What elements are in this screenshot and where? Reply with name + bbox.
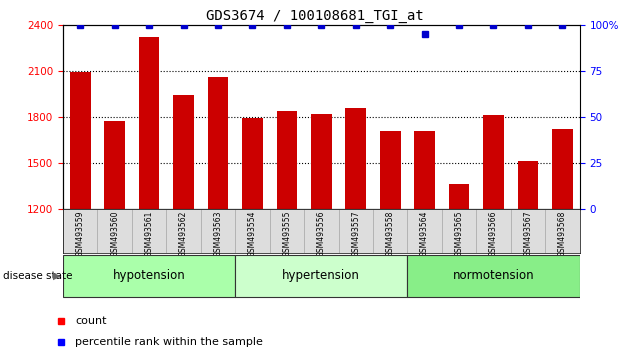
Bar [105, 121, 125, 354]
Text: GSM493565: GSM493565 [455, 210, 464, 257]
Bar [304, 209, 338, 253]
Text: GSM493562: GSM493562 [179, 210, 188, 257]
Text: hypertension: hypertension [282, 269, 360, 282]
Text: GSM493561: GSM493561 [145, 210, 154, 257]
Text: GSM493559: GSM493559 [76, 210, 84, 257]
Text: GSM493563: GSM493563 [214, 210, 222, 257]
Bar [511, 209, 545, 253]
Text: GSM493566: GSM493566 [489, 210, 498, 257]
Bar [277, 111, 297, 354]
Text: normotension: normotension [453, 269, 534, 282]
Bar [235, 209, 270, 253]
Bar [208, 77, 228, 354]
Bar [380, 131, 401, 354]
Bar [166, 209, 201, 253]
Bar [415, 131, 435, 354]
Text: GSM493556: GSM493556 [317, 210, 326, 257]
Bar [345, 108, 366, 354]
Bar [373, 209, 408, 253]
Bar [552, 129, 573, 354]
Text: GSM493567: GSM493567 [524, 210, 532, 257]
Bar [132, 209, 166, 253]
Text: GSM493554: GSM493554 [248, 210, 257, 257]
Bar [63, 256, 235, 297]
Bar [483, 115, 504, 354]
Bar [98, 209, 132, 253]
Bar [442, 209, 476, 253]
Text: GSM493555: GSM493555 [282, 210, 291, 257]
Bar [408, 256, 580, 297]
Bar [201, 209, 235, 253]
Bar [476, 209, 511, 253]
Bar [139, 37, 159, 354]
Text: disease state: disease state [3, 271, 72, 281]
Bar [242, 118, 263, 354]
Text: GSM493558: GSM493558 [386, 210, 394, 257]
Text: ▶: ▶ [52, 271, 60, 281]
Bar [545, 209, 580, 253]
Text: GSM493568: GSM493568 [558, 210, 567, 257]
Text: GSM493564: GSM493564 [420, 210, 429, 257]
Bar [311, 114, 331, 354]
Text: count: count [76, 316, 107, 326]
Text: percentile rank within the sample: percentile rank within the sample [76, 337, 263, 347]
Text: hypotension: hypotension [113, 269, 185, 282]
Bar [173, 95, 194, 354]
Bar [518, 161, 538, 354]
Bar [408, 209, 442, 253]
Text: GSM493560: GSM493560 [110, 210, 119, 257]
Bar [70, 72, 91, 354]
Bar [449, 184, 469, 354]
Text: GSM493557: GSM493557 [352, 210, 360, 257]
Text: GDS3674 / 100108681_TGI_at: GDS3674 / 100108681_TGI_at [206, 9, 424, 23]
Bar [63, 209, 98, 253]
Bar [270, 209, 304, 253]
Bar [338, 209, 373, 253]
Bar [235, 256, 408, 297]
